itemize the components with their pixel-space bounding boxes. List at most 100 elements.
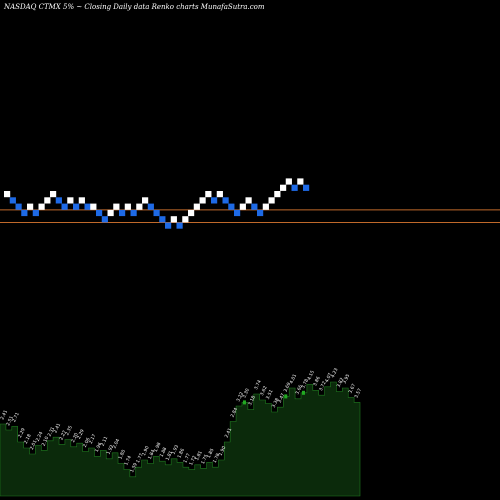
volume-value-label: 1.98 [153, 442, 163, 454]
volume-value-label: 3.72 [318, 380, 328, 392]
renko-brick-down [153, 209, 160, 217]
renko-brick-down [147, 203, 154, 210]
volume-value-label: 4.15 [306, 370, 316, 382]
renko-brick-up [245, 197, 252, 204]
volume-value-label: 1.80 [117, 449, 127, 461]
volume-value-label: 1.90 [141, 445, 151, 457]
volume-value-label: 4.01 [289, 373, 299, 385]
volume-value-label: 1.81 [194, 450, 204, 462]
volume-value-label: 2.04 [111, 438, 121, 450]
renko-brick-up [170, 216, 177, 223]
renko-brick-up [44, 197, 51, 204]
volume-value-label: 2.71 [11, 412, 21, 424]
volume-value-label: 2.06 [82, 437, 92, 449]
renko-brick-down [257, 209, 264, 217]
volume-value-label: 3.38 [271, 397, 281, 409]
volume-value-label: 3.86 [312, 376, 322, 388]
volume-value-label: 2.51 [5, 415, 15, 427]
volume-value-label: 3.30 [241, 388, 251, 400]
renko-brick-up [297, 178, 304, 185]
renko-brick-up [4, 191, 11, 198]
renko-brick-up [285, 178, 292, 185]
volume-value-label: 2.24 [35, 431, 45, 443]
renko-brick-down [9, 197, 16, 204]
renko-brick-up [67, 197, 74, 204]
volume-value-label: 1.74 [123, 455, 133, 467]
renko-brick-down [96, 209, 103, 217]
renko-brick-up [188, 209, 195, 217]
volume-highlight-marker [301, 390, 305, 395]
renko-brick-up [27, 203, 34, 210]
renko-brick-up [193, 203, 200, 210]
volume-value-label: 3.74 [253, 379, 263, 391]
volume-highlight-marker [284, 394, 288, 399]
renko-brick-up [113, 203, 120, 210]
renko-brick-down [32, 209, 39, 217]
volume-value-label: 2.01 [29, 439, 39, 451]
volume-value-label: 1.78 [212, 452, 222, 464]
volume-value-label: 2.41 [224, 427, 234, 439]
renko-brick-up [262, 203, 269, 210]
renko-brick-down [119, 209, 126, 217]
renko-brick-up [274, 191, 281, 198]
renko-brick-up [50, 191, 57, 198]
renko-brick-up [142, 197, 149, 204]
volume-value-label: 2.41 [0, 409, 9, 421]
renko-brick-down [291, 184, 298, 191]
volume-value-label: 1.84 [147, 449, 157, 461]
renko-brick-up [124, 203, 131, 210]
volume-value-label: 2.11 [100, 436, 110, 448]
renko-brick-up [280, 184, 287, 191]
volume-value-label: 1.88 [159, 446, 169, 458]
volume-value-label: 2.17 [88, 433, 98, 445]
renko-brick-up [136, 203, 143, 210]
volume-value-label: 3.78 [300, 378, 310, 390]
renko-brick-up [199, 197, 206, 204]
renko-brick-down [228, 203, 235, 210]
renko-brick-down [234, 209, 241, 217]
volume-value-label: 1.77 [135, 452, 145, 464]
reference-lines [0, 209, 500, 223]
volume-value-label: 1.90 [218, 445, 228, 457]
volume-value-label: 2.31 [47, 426, 57, 438]
volume-value-label: 3.69 [283, 382, 293, 394]
volume-value-label: 2.35 [64, 425, 74, 437]
volume-value-label: 2.27 [58, 430, 68, 442]
volume-value-label: 2.84 [229, 407, 239, 419]
volume-value-label: 3.47 [277, 392, 287, 404]
renko-brick-up [90, 203, 97, 210]
renko-brick-down [55, 197, 62, 204]
volume-value-label: 2.20 [70, 432, 80, 444]
renko-brick-up [205, 191, 212, 198]
volume-value-label: 1.77 [182, 452, 192, 464]
volume-value-label: 3.51 [265, 389, 275, 401]
volume-value-label: 2.29 [76, 428, 86, 440]
renko-brick-up [239, 203, 246, 210]
renko-brick-up [107, 209, 114, 217]
volume-value-label: 2.29 [17, 427, 27, 439]
volume-value-label: 1.72 [188, 455, 198, 467]
renko-brick-down [130, 209, 137, 217]
renko-brick-down [159, 216, 166, 223]
renko-brick-up [78, 197, 85, 204]
renko-brick-down [211, 197, 218, 204]
renko-brick-down [165, 222, 172, 229]
volume-value-label: 3.82 [336, 377, 346, 389]
volume-value-label: 3.66 [294, 384, 304, 396]
renko-brick-down [73, 203, 80, 210]
volume-value-label: 1.85 [206, 448, 216, 460]
renko-brick-down [303, 184, 310, 191]
volume-highlight-marker [242, 400, 246, 405]
volume-value-label: 3.22 [235, 391, 245, 403]
renko-brick-down [251, 203, 258, 210]
volume-value-label: 4.07 [324, 372, 334, 384]
chart-header: NASDAQ CTMX 5% ~ Closing Daily data Renk… [3, 3, 265, 11]
renko-brick-down [21, 209, 28, 217]
renko-brick-up [182, 216, 189, 223]
volume-value-label: 2.18 [23, 433, 33, 445]
renko-brick-down [15, 203, 22, 210]
volume-panel: 2.412.512.712.292.182.012.242.102.312.41… [0, 367, 363, 497]
renko-brick-up [268, 197, 275, 204]
renko-brick-up [216, 191, 223, 198]
